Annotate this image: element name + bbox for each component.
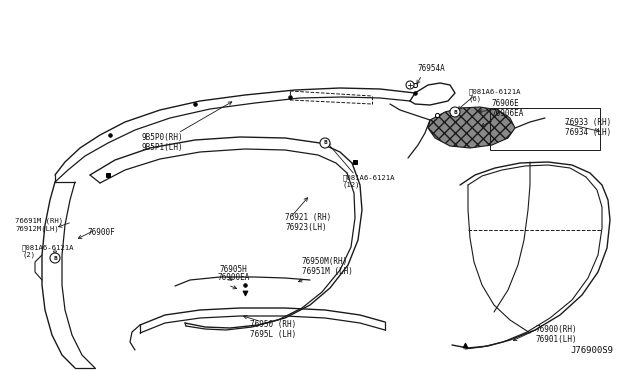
Text: Ⓑ081A6-6121A
(2): Ⓑ081A6-6121A (2) xyxy=(22,244,74,258)
Circle shape xyxy=(406,81,414,89)
Text: 9B5P0(RH)
9B5P1(LH): 9B5P0(RH) 9B5P1(LH) xyxy=(142,133,184,153)
Bar xyxy=(490,108,600,150)
Text: 76950 (RH)
7695L (LH): 76950 (RH) 7695L (LH) xyxy=(250,320,296,339)
Text: 76900(RH)
76901(LH): 76900(RH) 76901(LH) xyxy=(536,325,578,344)
Circle shape xyxy=(50,253,60,263)
Circle shape xyxy=(320,138,330,148)
Text: 76900EA: 76900EA xyxy=(218,273,250,282)
Polygon shape xyxy=(428,107,515,148)
Text: 76933 (RH)
76934 (LH): 76933 (RH) 76934 (LH) xyxy=(565,118,611,137)
Text: 76921 (RH)
76923(LH): 76921 (RH) 76923(LH) xyxy=(285,213,332,232)
Text: 76906E: 76906E xyxy=(491,99,519,108)
Text: 76950M(RH)
76951M (LH): 76950M(RH) 76951M (LH) xyxy=(302,257,353,276)
Circle shape xyxy=(450,107,460,117)
Text: 76906EA: 76906EA xyxy=(491,109,524,118)
Text: 76900F: 76900F xyxy=(88,228,116,237)
Text: Ⓑ081A6-6121A
(12): Ⓑ081A6-6121A (12) xyxy=(343,174,396,188)
Text: 76691M (RH)
76912M(LH): 76691M (RH) 76912M(LH) xyxy=(15,218,63,232)
Text: Ⓑ081A6-6121A
(6): Ⓑ081A6-6121A (6) xyxy=(469,88,522,102)
Text: J76900S9: J76900S9 xyxy=(570,346,613,355)
Text: B: B xyxy=(453,109,457,115)
Text: B: B xyxy=(53,256,57,260)
Text: 76954A: 76954A xyxy=(418,64,445,73)
Text: 76905H: 76905H xyxy=(220,265,248,274)
Text: B: B xyxy=(323,141,327,145)
